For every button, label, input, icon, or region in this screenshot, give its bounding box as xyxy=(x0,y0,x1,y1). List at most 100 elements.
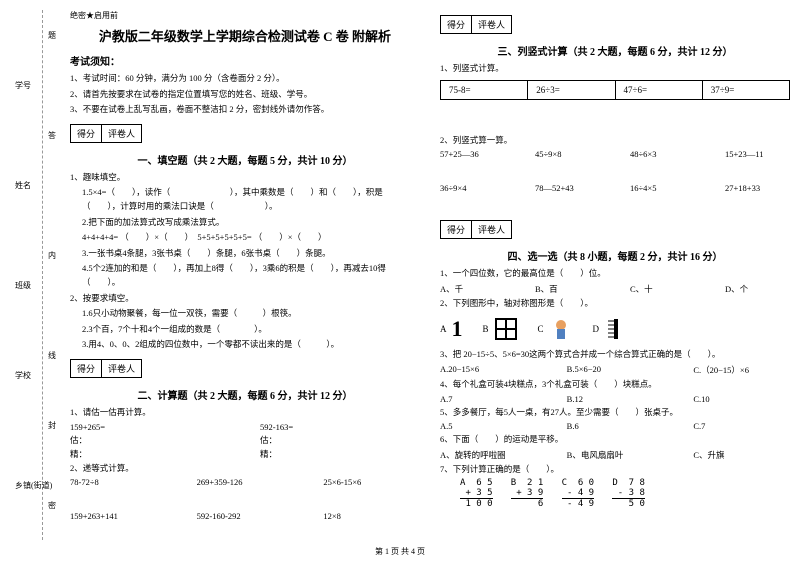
exam-title: 沪教版二年级数学上学期综合检测试卷 C 卷 附解析 xyxy=(70,26,420,45)
binding-area: 乡镇(街道) 学校 班级 姓名 学号 题 答 内 线 封 密 xyxy=(0,0,60,540)
s3-q2-r1-3: 27+18+33 xyxy=(725,183,790,193)
s4-q5: 5、多多餐厅，每5人一桌，有27人。至少需要（ ）张桌子。 xyxy=(440,406,790,420)
s4-q3-a: A.20−15×6 xyxy=(440,364,537,376)
s2-q2-r1-1: 592-160-292 xyxy=(197,511,294,521)
opt-a-label: A xyxy=(440,324,447,334)
s4-q4-b: B.12 xyxy=(567,394,664,404)
section-3-title: 三、列竖式计算（共 2 大题，每题 6 分，共计 12 分） xyxy=(440,43,790,58)
digit-one-icon: 1 xyxy=(452,316,463,342)
s4-q4: 4、每个礼盒可装4块糕点，3个礼盒可装（ ）块糕点。 xyxy=(440,378,790,392)
s2-q2-r1-0: 159+263+141 xyxy=(70,511,167,521)
s4-q1: 1、一个四位数，它的最高位是（ ）位。 xyxy=(440,267,790,281)
s3-c2: 47÷6= xyxy=(616,81,703,99)
reviewer-label: 评卷人 xyxy=(102,125,141,142)
s1-q1-i1: 2.把下面的加法算式改写成乘法算式。 xyxy=(82,216,420,230)
score-box-3: 得分 评卷人 xyxy=(440,15,512,34)
vertical-calculations: A 6 5+ 3 51 0 0 B 2 1+ 3 96 C 6 0- 4 9- … xyxy=(452,478,790,509)
page-number: 第 1 页 共 4 页 xyxy=(0,546,800,557)
left-column: 绝密★启用前 沪教版二年级数学上学期综合检测试卷 C 卷 附解析 考试须知： 1… xyxy=(70,10,420,523)
reviewer-label: 评卷人 xyxy=(472,16,511,33)
opt-c-label: C xyxy=(538,324,544,334)
score-label: 得分 xyxy=(71,360,102,377)
s4-q3-c: C.（20−15）×6 xyxy=(693,364,790,376)
reviewer-label: 评卷人 xyxy=(472,221,511,238)
binding-label-id: 学号 xyxy=(15,80,31,91)
s1-q1-i4: 4.5个2连加的和是（ ），再加上8得（ ），3乘6的积是（ ），再减去10得（… xyxy=(82,262,420,289)
s2-q2-r0-2: 25×6-15×6 xyxy=(323,477,420,487)
score-box-2: 得分 评卷人 xyxy=(70,359,142,378)
s1-q2-i0: 1.6只小动物聚餐，每一位一双筷，需要（ ）根筷。 xyxy=(82,307,420,321)
s4-q2: 2、下列图形中，轴对称图形是（ ）。 xyxy=(440,297,790,311)
s2-q1-r1-1: 估： xyxy=(260,434,420,446)
s4-q3: 3、把 20−15÷5、5×6=30这两个算式合并成一个综合算式正确的是（ ）。 xyxy=(440,348,790,362)
notice-2: 2、请首先按要求在试卷的指定位置填写您的姓名、班级、学号。 xyxy=(70,88,420,102)
s4-q1-b: B、百 xyxy=(535,283,600,295)
s3-q2-r1-0: 36÷9×4 xyxy=(440,183,505,193)
s2-q2-r1-2: 12×8 xyxy=(323,511,420,521)
score-box-1: 得分 评卷人 xyxy=(70,124,142,143)
binding-label-class: 班级 xyxy=(15,280,31,291)
s2-q1-r0-0: 159+265= xyxy=(70,422,230,432)
s3-q2-r1-1: 78—52+43 xyxy=(535,183,600,193)
section-2-title: 二、计算题（共 2 大题，每题 6 分，共计 12 分） xyxy=(70,387,420,402)
s4-q4-a: A.7 xyxy=(440,394,537,404)
s2-q1-r2-1: 精： xyxy=(260,448,420,460)
s2-q1-r1-0: 估： xyxy=(70,434,230,446)
s3-c1: 26÷3= xyxy=(528,81,615,99)
s4-q6: 6、下面（ ）的运动是平移。 xyxy=(440,433,790,447)
s1-q1-title: 1、趣味填空。 xyxy=(70,171,420,185)
s4-q7: 7、下列计算正确的是（ ）。 xyxy=(440,463,790,477)
s4-q1-d: D、个 xyxy=(725,283,790,295)
section-1-title: 一、填空题（共 2 大题，每题 5 分，共计 10 分） xyxy=(70,152,420,167)
s4-q4-c: C.10 xyxy=(693,394,790,404)
reviewer-label: 评卷人 xyxy=(102,360,141,377)
s3-q2-r0-3: 15+23—11 xyxy=(725,149,790,159)
s3-q2-r0-1: 45÷9×8 xyxy=(535,149,600,159)
binding-mark-0: 题 xyxy=(48,30,56,41)
calc-b: B 2 1+ 3 96 xyxy=(511,478,544,509)
binding-mark-3: 线 xyxy=(48,350,56,361)
vertical-calc-table: 75-8= 26÷3= 47÷6= 37÷9= xyxy=(440,80,790,100)
s3-c3: 37÷9= xyxy=(703,81,789,99)
s4-q6-b: B、电风扇扇叶 xyxy=(567,449,664,461)
notice-1: 1、考试时间：60 分钟，满分为 100 分（含卷面分 2 分）。 xyxy=(70,72,420,86)
calc-c: C 6 0- 4 9- 4 9 xyxy=(562,478,595,509)
binding-label-school: 学校 xyxy=(15,370,31,381)
s2-q1-title: 1、请估一估再计算。 xyxy=(70,406,420,420)
opt-b-label: B xyxy=(483,324,489,334)
calc-a: A 6 5+ 3 51 0 0 xyxy=(460,478,493,509)
s2-q2-title: 2、递等式计算。 xyxy=(70,462,420,476)
binding-mark-4: 封 xyxy=(48,420,56,431)
s4-q5-b: B.6 xyxy=(567,421,664,431)
score-label: 得分 xyxy=(441,221,472,238)
binding-mark-2: 内 xyxy=(48,250,56,261)
s3-q2-r0-0: 57+25—36 xyxy=(440,149,505,159)
s4-q1-c: C、十 xyxy=(630,283,695,295)
s1-q1-i3: 3.一张书桌4条腿，3张书桌（ ）条腿，6张书桌（ ）条腿。 xyxy=(82,247,420,261)
s2-q1-r0-1: 592-163= xyxy=(260,422,420,432)
grid-icon xyxy=(494,317,518,341)
s1-q2-i1: 2.3个百，7个十和4个一组成的数是（ ）。 xyxy=(82,323,420,337)
s1-q2-title: 2、按要求填空。 xyxy=(70,292,420,306)
s4-q1-a: A、千 xyxy=(440,283,505,295)
notice-3: 3、不要在试卷上乱写乱画，卷面不整洁扣 2 分，密封线外请勿作答。 xyxy=(70,103,420,117)
s2-q1-r2-0: 精： xyxy=(70,448,230,460)
right-column: 得分 评卷人 三、列竖式计算（共 2 大题，每题 6 分，共计 12 分） 1、… xyxy=(440,10,790,523)
main-content: 绝密★启用前 沪教版二年级数学上学期综合检测试卷 C 卷 附解析 考试须知： 1… xyxy=(70,10,790,523)
score-box-4: 得分 评卷人 xyxy=(440,220,512,239)
s3-c0: 75-8= xyxy=(441,81,528,99)
s1-q2-i2: 3.用4、0、0、2组成的四位数中，一个零都不读出来的是（ ）。 xyxy=(82,338,420,352)
s3-q1-title: 1、列竖式计算。 xyxy=(440,62,790,76)
s4-q5-a: A.5 xyxy=(440,421,537,431)
section-4-title: 四、选一选（共 8 小题，每题 2 分，共计 16 分） xyxy=(440,248,790,263)
binding-label-name: 姓名 xyxy=(15,180,31,191)
s4-q2-choices: A1 B C D xyxy=(440,316,790,342)
s4-q5-c: C.7 xyxy=(693,421,790,431)
s4-q6-a: A、旋转的呼啦圈 xyxy=(440,449,537,461)
s3-q2-r0-2: 48÷6×3 xyxy=(630,149,695,159)
score-label: 得分 xyxy=(71,125,102,142)
notice-title: 考试须知： xyxy=(70,53,420,68)
s2-q2-r0-0: 78-72÷8 xyxy=(70,477,167,487)
comb-icon xyxy=(604,317,628,341)
binding-mark-5: 密 xyxy=(48,500,56,511)
